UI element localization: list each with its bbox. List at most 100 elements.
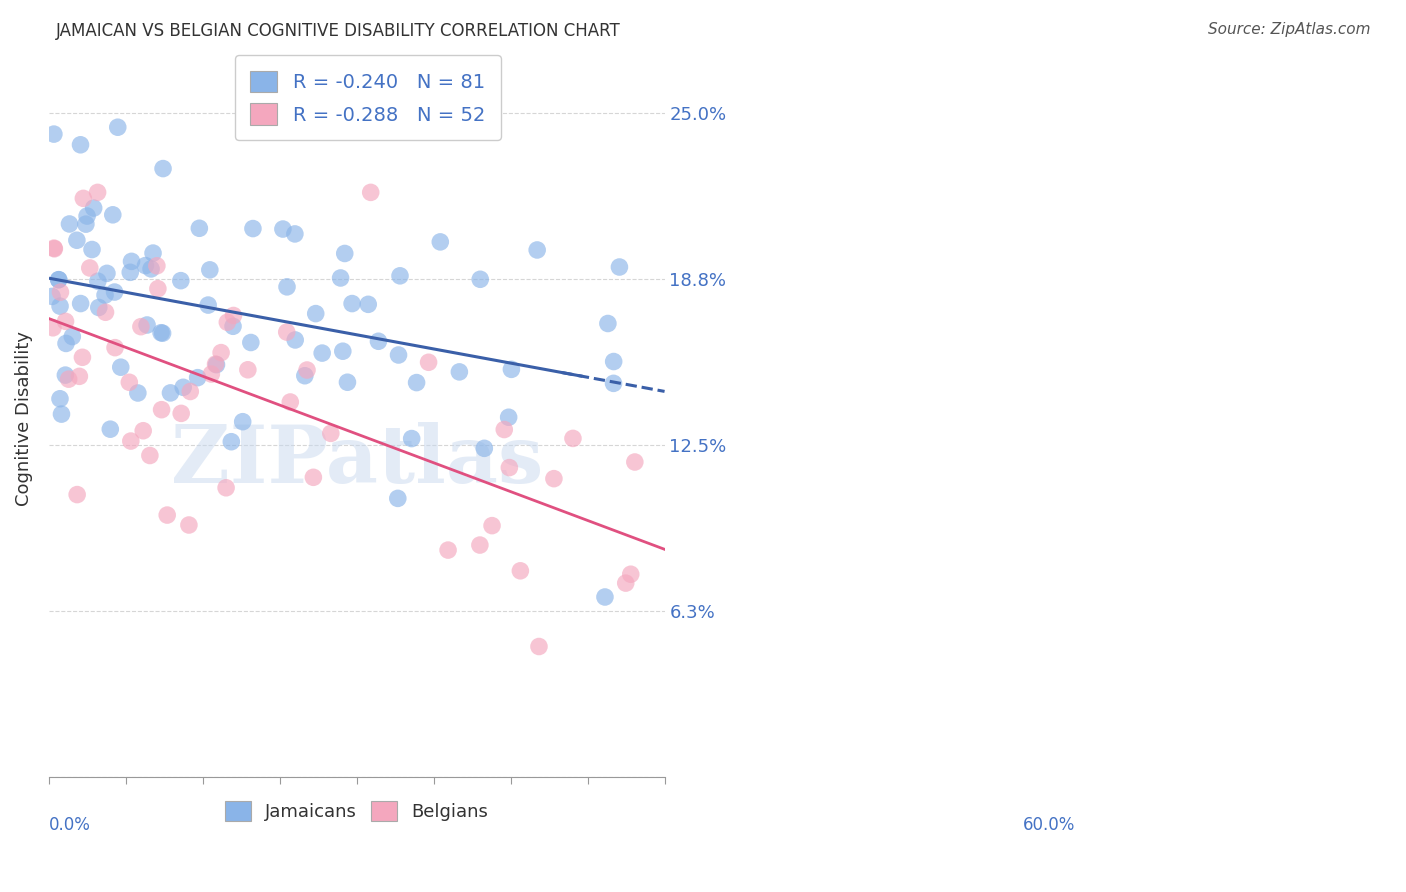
Point <box>217 315 239 329</box>
Point <box>437 543 460 558</box>
Point <box>118 376 141 390</box>
Point <box>41 289 63 303</box>
Text: ZIPatlas: ZIPatlas <box>170 422 543 500</box>
Point <box>103 285 125 299</box>
Point <box>222 309 245 323</box>
Point <box>239 335 262 350</box>
Point <box>543 472 565 486</box>
Point <box>336 376 359 390</box>
Point <box>401 432 423 446</box>
Point <box>139 449 162 463</box>
Point <box>44 242 66 256</box>
Point <box>146 282 169 296</box>
Point <box>527 640 550 654</box>
Point <box>498 410 520 425</box>
Point <box>146 259 169 273</box>
Text: Source: ZipAtlas.com: Source: ZipAtlas.com <box>1208 22 1371 37</box>
Point <box>49 285 72 300</box>
Point <box>472 442 495 456</box>
Point <box>58 372 80 386</box>
Point <box>66 233 89 247</box>
Point <box>66 487 89 501</box>
Point <box>170 406 193 420</box>
Point <box>159 385 181 400</box>
Point <box>48 273 70 287</box>
Point <box>98 422 121 436</box>
Point <box>367 334 389 349</box>
Point <box>418 355 440 369</box>
Point <box>562 431 585 445</box>
Point <box>107 120 129 135</box>
Point <box>509 564 531 578</box>
Point <box>152 326 174 341</box>
Point <box>200 367 222 381</box>
Point <box>42 241 65 255</box>
Point <box>150 402 173 417</box>
Point <box>340 296 363 310</box>
Point <box>101 208 124 222</box>
Point <box>429 235 451 249</box>
Point <box>329 271 352 285</box>
Point <box>470 272 492 286</box>
Point <box>67 369 90 384</box>
Point <box>69 296 91 310</box>
Point <box>198 263 221 277</box>
Point <box>179 384 201 399</box>
Point <box>360 186 382 200</box>
Point <box>609 260 631 274</box>
Point <box>494 423 516 437</box>
Point <box>156 508 179 522</box>
Text: JAMAICAN VS BELGIAN COGNITIVE DISABILITY CORRELATION CHART: JAMAICAN VS BELGIAN COGNITIVE DISABILITY… <box>56 22 621 40</box>
Point <box>602 354 624 368</box>
Point <box>387 491 409 506</box>
Point <box>55 314 77 328</box>
Point <box>222 319 245 334</box>
Point <box>94 288 117 302</box>
Point <box>449 365 471 379</box>
Y-axis label: Cognitive Disability: Cognitive Disability <box>15 331 32 506</box>
Point <box>602 376 624 391</box>
Point <box>134 259 156 273</box>
Point <box>120 434 142 448</box>
Point <box>276 280 298 294</box>
Point <box>42 320 65 334</box>
Point <box>311 346 333 360</box>
Point <box>305 307 328 321</box>
Point <box>242 221 264 235</box>
Point <box>53 368 76 383</box>
Point <box>49 299 72 313</box>
Point <box>136 318 159 332</box>
Point <box>302 470 325 484</box>
Point <box>60 329 83 343</box>
Point <box>129 319 152 334</box>
Point <box>284 333 307 347</box>
Point <box>55 336 77 351</box>
Point <box>284 227 307 241</box>
Point <box>127 386 149 401</box>
Point <box>620 567 643 582</box>
Point <box>357 297 380 311</box>
Point <box>593 590 616 604</box>
Point <box>271 222 294 236</box>
Point <box>294 368 316 383</box>
Point <box>51 407 73 421</box>
Point <box>72 191 94 205</box>
Point <box>333 246 356 260</box>
Point <box>232 415 254 429</box>
Point <box>104 341 127 355</box>
Point <box>42 127 65 141</box>
Text: 60.0%: 60.0% <box>1022 816 1076 834</box>
Point <box>142 246 165 260</box>
Point <box>79 260 101 275</box>
Legend: Jamaicans, Belgians: Jamaicans, Belgians <box>218 794 495 829</box>
Point <box>96 266 118 280</box>
Point <box>48 273 70 287</box>
Point <box>295 363 318 377</box>
Point <box>236 363 259 377</box>
Point <box>132 424 155 438</box>
Point <box>624 455 647 469</box>
Point <box>387 348 409 362</box>
Point <box>187 370 209 384</box>
Point <box>215 481 238 495</box>
Point <box>86 186 108 200</box>
